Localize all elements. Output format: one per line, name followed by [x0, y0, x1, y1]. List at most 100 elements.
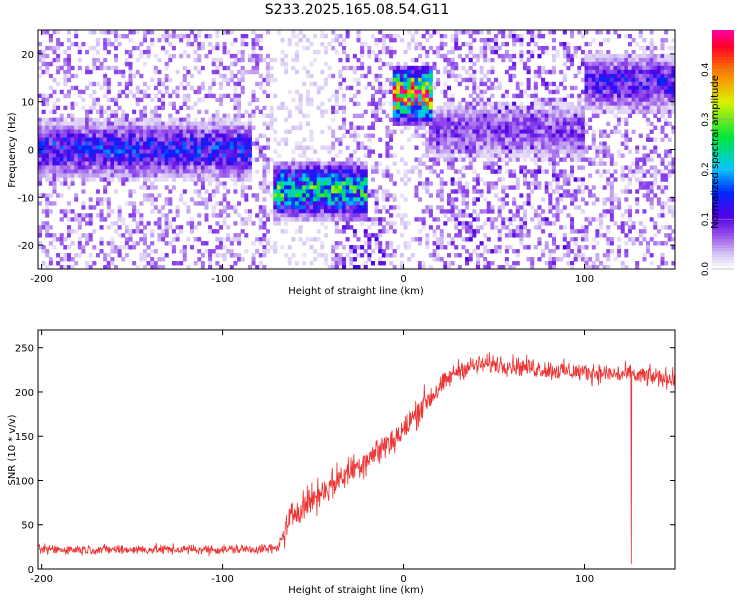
heatmap-cell: [570, 157, 575, 162]
heatmap-cell: [276, 165, 281, 170]
heatmap-cell: [432, 141, 437, 146]
heatmap-cell: [403, 169, 408, 174]
heatmap-cell: [77, 165, 82, 170]
heatmap-cell: [124, 149, 129, 154]
heatmap-cell: [38, 57, 43, 63]
heatmap-cell: [595, 105, 600, 111]
heatmap-cell: [237, 109, 242, 115]
heatmap-cell: [573, 197, 578, 202]
heatmap-cell: [378, 137, 383, 142]
heatmap-cell: [580, 133, 585, 138]
heatmap-cell: [132, 117, 137, 123]
heatmap-cell: [85, 157, 90, 162]
heatmap-cell: [457, 229, 462, 234]
heatmap-cell: [475, 257, 480, 262]
heatmap-cell: [472, 157, 477, 162]
heatmap-cell: [541, 121, 546, 126]
heatmap-cell: [479, 65, 484, 71]
heatmap-cell: [385, 229, 390, 234]
heatmap-cell: [374, 161, 379, 166]
heatmap-cell: [533, 93, 538, 99]
heatmap-cell: [309, 217, 314, 222]
heatmap-cell: [349, 97, 354, 103]
heatmap-cell: [407, 41, 412, 47]
heatmap-cell: [418, 117, 423, 123]
heatmap-cell: [193, 37, 198, 43]
heatmap-cell: [269, 157, 274, 162]
heatmap-cell: [356, 30, 361, 35]
heatmap-cell: [320, 69, 325, 75]
heatmap-cell: [512, 137, 517, 142]
heatmap-cell: [352, 213, 357, 218]
heatmap-cell: [342, 77, 347, 83]
heatmap-cell: [132, 137, 137, 142]
heatmap-cell: [200, 241, 205, 246]
heatmap-cell: [92, 97, 97, 103]
heatmap-cell: [352, 161, 357, 166]
heatmap-cell: [352, 69, 357, 75]
heatmap-cell: [182, 177, 187, 182]
heatmap-cell: [186, 133, 191, 138]
heatmap-cell: [548, 101, 553, 107]
heatmap-cell: [508, 145, 513, 150]
heatmap-cell: [182, 129, 187, 134]
heatmap-cell: [99, 65, 104, 71]
heatmap-cell: [70, 121, 75, 126]
heatmap-cell: [472, 53, 477, 59]
heatmap-cell: [128, 229, 133, 234]
heatmap-cell: [66, 169, 71, 174]
heatmap-cell: [475, 145, 480, 150]
heatmap-cell: [479, 49, 484, 55]
heatmap-cell: [584, 77, 589, 83]
heatmap-cell: [114, 125, 119, 130]
heatmap-cell: [161, 229, 166, 234]
heatmap-cell: [139, 149, 144, 154]
heatmap-cell: [461, 197, 466, 202]
heatmap-cell: [48, 201, 53, 206]
heatmap-cell: [121, 129, 126, 134]
heatmap-cell: [606, 37, 611, 43]
heatmap-cell: [63, 209, 68, 214]
heatmap-cell: [338, 189, 343, 194]
heatmap-cell: [566, 177, 571, 182]
heatmap-cell: [74, 197, 79, 202]
heatmap-cell: [45, 249, 50, 254]
heatmap-cell: [142, 157, 147, 162]
heatmap-cell: [541, 129, 546, 134]
heatmap-cell: [472, 85, 477, 91]
heatmap-cell: [504, 161, 509, 166]
heatmap-cell: [171, 33, 176, 39]
heatmap-cell: [454, 221, 459, 226]
heatmap-cell: [331, 165, 336, 170]
heatmap-cell: [367, 53, 372, 59]
heatmap-cell: [266, 145, 271, 150]
heatmap-cell: [475, 253, 480, 258]
heatmap-cell: [454, 133, 459, 138]
heatmap-cell: [472, 133, 477, 138]
heatmap-cell: [193, 117, 198, 123]
heatmap-cell: [385, 241, 390, 246]
heatmap-cell: [161, 205, 166, 210]
heatmap-cell: [186, 113, 191, 119]
heatmap-cell: [218, 97, 223, 103]
heatmap-cell: [403, 105, 408, 111]
heatmap-cell: [461, 221, 466, 226]
heatmap-cell: [508, 73, 513, 79]
heatmap-cell: [418, 181, 423, 186]
heatmap-cell: [298, 197, 303, 202]
heatmap-cell: [465, 153, 470, 158]
heatmap-cell: [211, 129, 216, 134]
heatmap-cell: [142, 117, 147, 123]
heatmap-cell: [475, 117, 480, 123]
heatmap-cell: [548, 109, 553, 115]
heatmap-cell: [551, 165, 556, 170]
heatmap-cell: [244, 221, 249, 226]
heatmap-cell: [446, 265, 451, 270]
heatmap-cell: [85, 137, 90, 142]
heatmap-cell: [99, 125, 104, 130]
heatmap-cell: [56, 41, 61, 47]
heatmap-cell: [519, 93, 524, 99]
heatmap-cell: [338, 73, 343, 79]
heatmap-cell: [95, 121, 100, 126]
heatmap-cell: [302, 81, 307, 87]
